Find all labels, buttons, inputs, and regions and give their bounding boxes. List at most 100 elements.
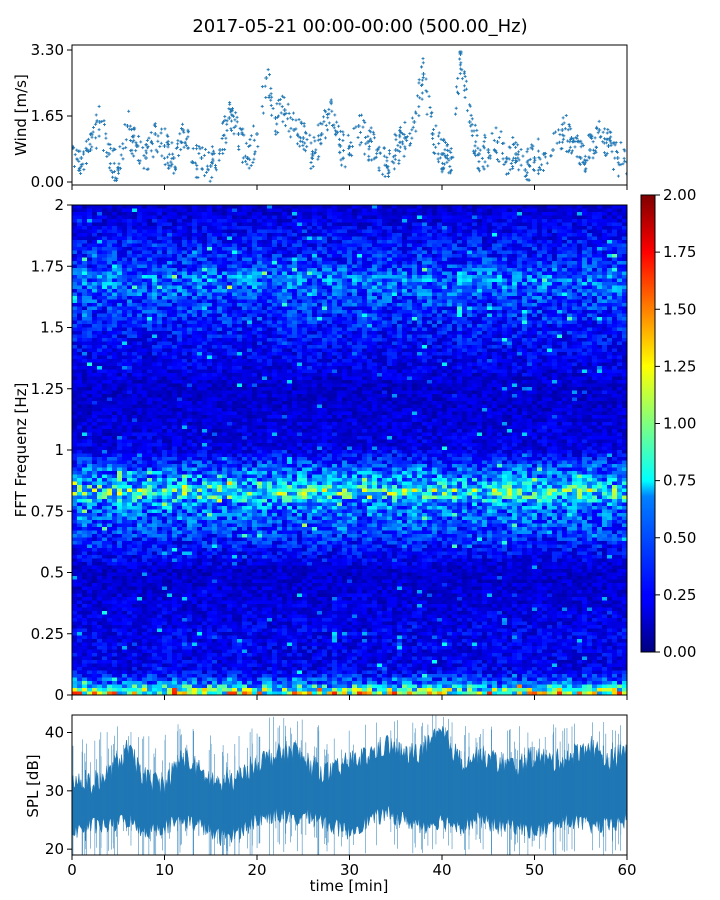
heatmap-cell	[337, 212, 343, 217]
heatmap-cell	[422, 299, 428, 304]
wind-sample	[604, 153, 608, 157]
heatmap-cell	[612, 254, 618, 259]
heatmap-cell	[272, 222, 278, 227]
heatmap-cell	[472, 257, 478, 262]
wind-sample	[130, 128, 134, 132]
heatmap-cell	[552, 240, 558, 245]
heatmap-cell	[302, 264, 308, 269]
wind-sample	[427, 94, 431, 98]
heatmap-cell	[322, 317, 328, 322]
heatmap-cell	[222, 250, 228, 255]
heatmap-cell	[362, 226, 368, 231]
heatmap-cell	[507, 313, 513, 318]
heatmap-cell	[432, 282, 438, 287]
heatmap-cell	[427, 289, 433, 294]
heatmap-cell	[467, 243, 473, 248]
heatmap-cell	[212, 219, 218, 224]
heatmap-cell	[287, 306, 293, 311]
heatmap-cell	[92, 324, 98, 329]
heatmap-cell	[337, 236, 343, 241]
heatmap-cell	[432, 289, 438, 294]
wind-sample	[619, 141, 623, 145]
wind-sample	[323, 136, 327, 140]
heatmap-cell	[182, 264, 188, 269]
heatmap-cell	[452, 310, 458, 315]
heatmap-cell	[317, 240, 323, 245]
heatmap-cell	[597, 278, 603, 283]
heatmap-cell	[127, 215, 133, 220]
heatmap-cell	[567, 275, 573, 280]
heatmap-cell	[187, 271, 193, 276]
heatmap-cell	[82, 215, 88, 220]
heatmap-cell	[402, 208, 408, 213]
heatmap-cell	[172, 275, 178, 280]
heatmap-cell	[432, 271, 438, 276]
heatmap-cell	[252, 236, 258, 241]
heatmap-cell	[92, 278, 98, 283]
wind-sample	[221, 120, 225, 124]
heatmap-cell	[147, 268, 153, 273]
heatmap-cell	[357, 320, 363, 325]
wind-sample	[366, 134, 370, 138]
heatmap-cell	[222, 285, 228, 290]
wind-sample	[578, 163, 582, 167]
heatmap-cell	[137, 271, 143, 276]
heatmap-cell	[452, 303, 458, 308]
heatmap-cell	[352, 278, 358, 283]
heatmap-cell	[182, 327, 188, 332]
heatmap-cell	[472, 240, 478, 245]
wind-sample	[151, 155, 155, 159]
heatmap-cell	[312, 327, 318, 332]
heatmap-cell	[272, 215, 278, 220]
heatmap-cell	[447, 285, 453, 290]
heatmap-cell	[82, 324, 88, 329]
heatmap-cell	[307, 320, 313, 325]
heatmap-cell	[402, 327, 408, 332]
heatmap-cell	[427, 226, 433, 231]
heatmap-cell	[607, 310, 613, 315]
heatmap-cell	[617, 264, 623, 269]
heatmap-cell	[192, 292, 198, 297]
heatmap-cell	[307, 306, 313, 311]
heatmap-cell	[612, 296, 618, 301]
heatmap-cell	[607, 212, 613, 217]
heatmap-cell	[77, 320, 83, 325]
heatmap-cell	[282, 205, 288, 210]
heatmap-cell	[137, 320, 143, 325]
heatmap-cell	[572, 229, 578, 234]
heatmap-cell	[147, 310, 153, 315]
wind-sample	[300, 122, 304, 126]
heatmap-cell	[242, 236, 248, 241]
heatmap-cell	[602, 229, 608, 234]
heatmap-cell	[122, 299, 128, 304]
heatmap-cell	[292, 243, 298, 248]
heatmap-cell	[232, 215, 238, 220]
heatmap-cell	[547, 313, 553, 318]
wind-sample	[571, 140, 575, 144]
heatmap-cell	[117, 303, 123, 308]
heatmap-cell	[82, 299, 88, 304]
wind-sample	[580, 142, 584, 146]
heatmap-cell	[202, 226, 208, 231]
heatmap-cell	[262, 261, 268, 266]
heatmap-cell	[127, 310, 133, 315]
heatmap-cell	[72, 320, 78, 325]
heatmap-cell	[217, 292, 223, 297]
heatmap-cell	[507, 222, 513, 227]
wind-sample	[72, 145, 76, 149]
wind-sample	[275, 102, 279, 106]
heatmap-cell	[127, 296, 133, 301]
heatmap-cell	[132, 250, 138, 255]
heatmap-cell	[117, 289, 123, 294]
heatmap-cell	[547, 317, 553, 322]
heatmap-cell	[217, 327, 223, 332]
heatmap-cell	[272, 247, 278, 252]
heatmap-cell	[507, 282, 513, 287]
heatmap-cell	[97, 229, 103, 234]
heatmap-cell	[187, 320, 193, 325]
heatmap-cell	[182, 268, 188, 273]
heatmap-cell	[542, 271, 548, 276]
wind-sample	[269, 92, 273, 96]
heatmap-cell	[407, 247, 413, 252]
heatmap-cell	[562, 243, 568, 248]
